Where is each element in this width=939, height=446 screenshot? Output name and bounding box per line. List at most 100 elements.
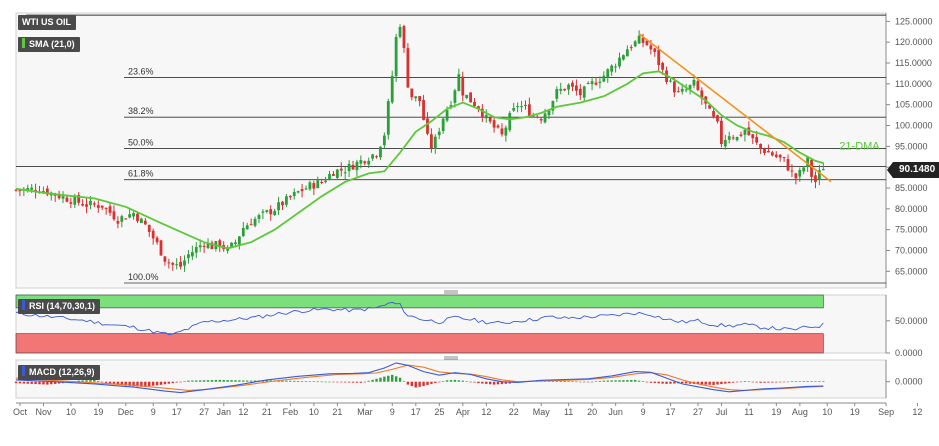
macd-histogram-bar [469, 381, 472, 383]
macd-label: MACD (12,26,9) [29, 367, 95, 377]
macd-histogram-bar [473, 381, 476, 383]
candle-body [731, 137, 735, 139]
candle-body [622, 55, 625, 60]
candle-body [418, 96, 422, 102]
candle-body [179, 261, 182, 267]
macd-histogram-bar [312, 381, 316, 382]
candle-body [469, 92, 472, 103]
x-tick-label: 12 [238, 407, 248, 417]
candle-body [187, 254, 190, 259]
candle-body [484, 115, 488, 119]
macd-histogram-bar [441, 381, 445, 382]
candle-body [527, 104, 531, 117]
macd-histogram-bar [504, 381, 508, 384]
rsi-legend[interactable]: RSI (14,70,30,1) [18, 299, 101, 314]
candle-body [610, 65, 614, 72]
candle-body [692, 79, 696, 86]
x-tick-label: 20 [587, 407, 597, 417]
macd-legend[interactable]: MACD (12,26,9) [18, 365, 100, 380]
macd-histogram-bar [140, 381, 143, 387]
candle-body [257, 215, 261, 219]
candle-body [379, 146, 382, 158]
x-tick-label: Jan [217, 407, 232, 417]
macd-histogram-bar [449, 380, 453, 382]
macd-histogram-bar [775, 381, 778, 383]
instrument-legend[interactable]: WTI US OIL [18, 15, 76, 30]
candle-body [437, 131, 441, 136]
price-y-tick-label: 70.0000 [895, 246, 928, 256]
candle-body [735, 136, 739, 141]
macd-histogram-bar [104, 381, 108, 383]
macd-histogram-bar [18, 381, 22, 384]
candle-body [116, 220, 120, 224]
macd-histogram-bar [343, 381, 347, 383]
macd-histogram-bar [606, 380, 609, 382]
candle-body [641, 37, 645, 43]
candle-body [743, 129, 747, 135]
candle-body [339, 168, 343, 171]
candle-body [637, 35, 641, 44]
macd-histogram-bar [438, 381, 441, 383]
candle-body [782, 157, 786, 159]
candle-body [335, 169, 339, 178]
price-y-tick-label: 100.0000 [895, 121, 933, 131]
candle-body [253, 218, 257, 226]
macd-histogram-bar [610, 380, 613, 382]
candle-body [347, 163, 351, 172]
x-tick-label: 10 [66, 407, 76, 417]
candle-body [414, 96, 418, 99]
candle-body [241, 227, 245, 237]
macd-histogram-bar [218, 379, 221, 382]
macd-histogram-bar [822, 381, 825, 382]
candle-body [398, 27, 402, 37]
candle-body [457, 74, 461, 91]
macd-histogram-bar [293, 380, 296, 382]
macd-histogram-bar [708, 381, 711, 385]
macd-histogram-bar [414, 381, 417, 388]
macd-histogram-bar [367, 380, 370, 382]
macd-histogram-bar [206, 380, 210, 382]
candle-body [649, 45, 653, 50]
fib-level-label: 38.2% [128, 106, 154, 116]
candle-body [61, 196, 65, 199]
macd-histogram-bar [85, 380, 88, 382]
candle-body [65, 197, 69, 202]
candle-body [567, 84, 570, 90]
candle-body [308, 182, 312, 190]
macd-histogram-bar [508, 381, 511, 384]
macd-histogram-bar [148, 381, 151, 387]
candle-body [406, 48, 410, 88]
candle-body [602, 75, 606, 82]
candle-body [328, 174, 331, 180]
macd-histogram-bar [818, 381, 821, 382]
macd-histogram-bar [637, 380, 641, 382]
x-tick-label: Mar [357, 407, 373, 417]
sma-legend[interactable]: SMA (21,0) [18, 37, 80, 52]
price-y-tick-label: 80.0000 [895, 204, 928, 214]
fib-level-label: 100.0% [128, 272, 159, 282]
candle-body [473, 102, 476, 107]
macd-histogram-bar [751, 381, 754, 383]
macd-histogram-bar [720, 381, 723, 385]
macd-histogram-bar [191, 380, 194, 382]
candle-body [140, 218, 143, 223]
macd-histogram-bar [653, 381, 656, 384]
macd-histogram-bar [112, 381, 116, 385]
macd-histogram-bar [387, 375, 390, 382]
macd-histogram-bar [598, 380, 602, 382]
fib-level-label: 23.6% [128, 67, 154, 77]
candle-body [727, 136, 731, 140]
candle-body [720, 120, 723, 145]
candle-body [790, 170, 794, 172]
macd-histogram-bar [238, 380, 241, 382]
macd-histogram-bar [42, 381, 45, 385]
macd-histogram-bar [488, 381, 492, 385]
candle-body [261, 211, 265, 213]
macd-histogram-bar [296, 380, 300, 382]
candle-body [332, 174, 335, 176]
sma-swatch [22, 38, 25, 48]
macd-histogram-bar [246, 380, 249, 382]
x-tick-label: Jul [716, 407, 728, 417]
